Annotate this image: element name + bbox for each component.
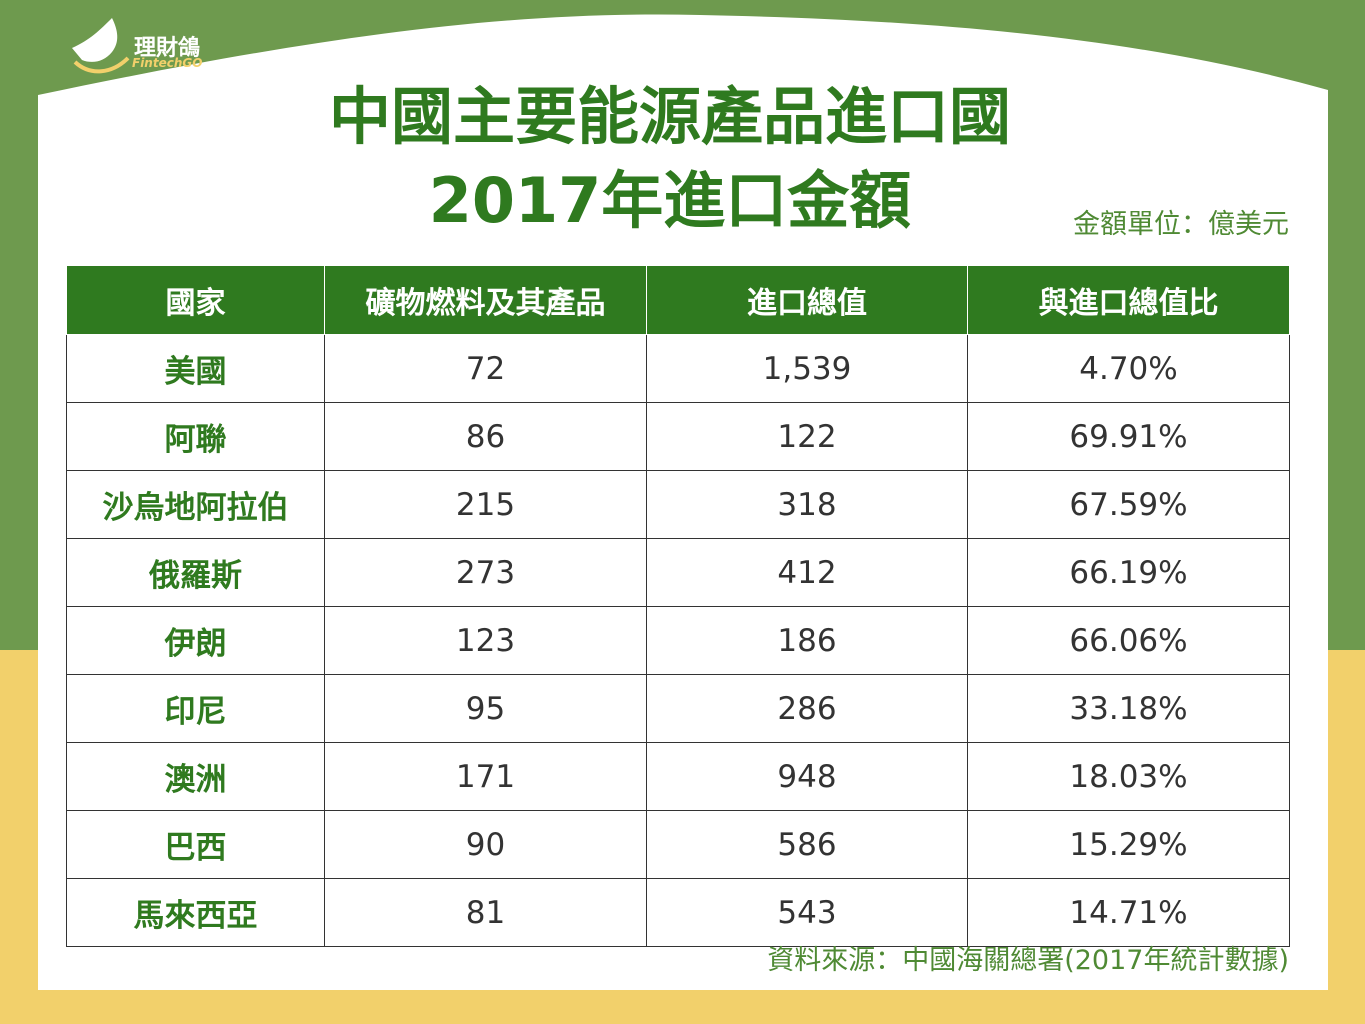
table-row: 美國 72 1,539 4.70% [66, 334, 1290, 403]
value-cell: 948 [646, 742, 968, 811]
value-cell: 33.18% [967, 674, 1290, 743]
data-table: 國家 礦物燃料及其產品 進口總值 與進口總值比 美國 72 1,539 4.70% 阿聯 86 1… [66, 265, 1290, 947]
value-cell: 95 [324, 674, 647, 743]
value-cell: 72 [324, 334, 647, 403]
value-cell: 81 [324, 878, 647, 947]
value-cell: 67.59% [967, 470, 1290, 539]
logo-subtitle: FintechGO [132, 56, 203, 70]
value-cell: 69.91% [967, 402, 1290, 471]
value-cell: 90 [324, 810, 647, 879]
country-cell: 伊朗 [66, 606, 325, 675]
value-cell: 543 [646, 878, 968, 947]
logo-icon [72, 18, 130, 74]
value-cell: 586 [646, 810, 968, 879]
table-row: 澳洲 171 948 18.03% [66, 742, 1290, 811]
value-cell: 66.19% [967, 538, 1290, 607]
table-row: 印尼 95 286 33.18% [66, 674, 1290, 743]
column-header: 礦物燃料及其產品 [324, 265, 647, 335]
country-cell: 巴西 [66, 810, 325, 879]
value-cell: 318 [646, 470, 968, 539]
column-header: 進口總值 [646, 265, 968, 335]
value-cell: 123 [324, 606, 647, 675]
country-cell: 阿聯 [66, 402, 325, 471]
value-cell: 215 [324, 470, 647, 539]
table-row: 俄羅斯 273 412 66.19% [66, 538, 1290, 607]
value-cell: 412 [646, 538, 968, 607]
country-cell: 沙烏地阿拉伯 [66, 470, 325, 539]
value-cell: 186 [646, 606, 968, 675]
value-cell: 4.70% [967, 334, 1290, 403]
value-cell: 171 [324, 742, 647, 811]
value-cell: 14.71% [967, 878, 1290, 947]
header-row: 國家 礦物燃料及其產品 進口總值 與進口總值比 [66, 265, 1290, 335]
country-cell: 馬來西亞 [66, 878, 325, 947]
table-row: 阿聯 86 122 69.91% [66, 402, 1290, 471]
table-row: 巴西 90 586 15.29% [66, 810, 1290, 879]
title: 2017年進口金額 [428, 164, 912, 237]
country-cell: 美國 [66, 334, 325, 403]
value-cell: 15.29% [967, 810, 1290, 879]
table-row: 馬來西亞 81 543 14.71% [66, 878, 1290, 947]
logo-name: 理財鴿 [134, 36, 201, 61]
unit-note: 金額單位：億美元 [1073, 209, 1289, 240]
source-note: 資料來源：中國海關總署(2017年統計數據) [767, 945, 1289, 976]
value-cell: 86 [324, 402, 647, 471]
value-cell: 66.06% [967, 606, 1290, 675]
value-cell: 273 [324, 538, 647, 607]
country-cell: 印尼 [66, 674, 325, 743]
country-cell: 澳洲 [66, 742, 325, 811]
country-cell: 俄羅斯 [66, 538, 325, 607]
column-header: 國家 [66, 265, 325, 335]
table-row: 沙烏地阿拉伯 215 318 67.59% [66, 470, 1290, 539]
column-header: 與進口總值比 [967, 265, 1290, 335]
value-cell: 122 [646, 402, 968, 471]
value-cell: 286 [646, 674, 968, 743]
title: 中國主要能源產品進口國 [328, 80, 1011, 153]
value-cell: 18.03% [967, 742, 1290, 811]
table-row: 伊朗 123 186 66.06% [66, 606, 1290, 675]
value-cell: 1,539 [646, 334, 968, 403]
